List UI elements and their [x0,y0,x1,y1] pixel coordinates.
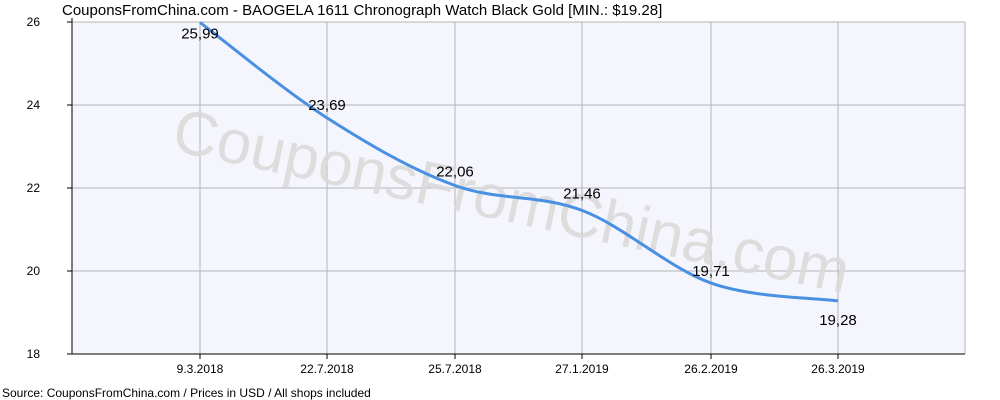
x-tick-label: 26.3.2019 [811,362,865,376]
x-tick-label: 27.1.2019 [555,362,609,376]
y-tick-label: 18 [27,347,41,361]
data-label: 23,69 [308,97,346,114]
x-tick-label: 25.7.2018 [428,362,482,376]
y-axis-ticks: 18 20 22 24 26 [27,15,72,361]
x-tick-label: 22.7.2018 [300,362,354,376]
grid-lines [72,21,966,355]
data-label: 19,71 [692,263,730,280]
y-tick-label: 22 [27,181,41,195]
data-labels: 25,99 23,69 22,06 21,46 19,71 19,28 [181,25,857,328]
chart-title: CouponsFromChina.com - BAOGELA 1611 Chro… [62,2,662,19]
x-tick-label: 26.2.2019 [684,362,738,376]
y-tick-label: 26 [27,15,41,29]
axes [71,18,965,355]
data-label: 25,99 [181,25,219,42]
x-axis-ticks: 9.3.2018 22.7.2018 25.7.2018 27.1.2019 26.2.… [177,354,865,376]
price-series-line [199,21,839,303]
data-label: 22,06 [436,164,474,181]
source-note: Source: CouponsFromChina.com / Prices in… [2,386,371,400]
y-tick-label: 24 [27,98,41,112]
y-tick-label: 20 [27,264,41,278]
data-label: 21,46 [563,185,601,202]
x-tick-label: 9.3.2018 [177,362,224,376]
data-label: 19,28 [819,312,857,329]
